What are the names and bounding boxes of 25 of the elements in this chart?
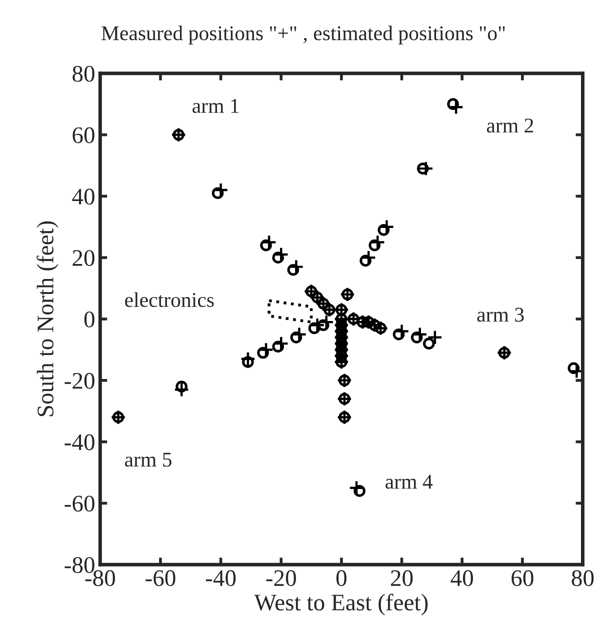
x-tick-label: 20 xyxy=(390,570,413,586)
x-tick-label: 0 xyxy=(336,570,346,586)
x-tick-label: 80 xyxy=(572,570,594,586)
y-tick-label: -40 xyxy=(64,434,94,450)
y-tick-label: 20 xyxy=(72,250,94,266)
y-tick-label: 40 xyxy=(72,188,94,205)
y-axis-title: South to North (feet) xyxy=(36,221,58,416)
y-tick-label: -20 xyxy=(64,372,94,389)
x-tick-label: -20 xyxy=(266,570,296,586)
x-tick-label: 40 xyxy=(450,570,473,586)
x-axis-title: West to East (feet) xyxy=(254,594,428,616)
y-tick-label: 60 xyxy=(72,127,94,144)
y-tick-label: 80 xyxy=(72,66,94,82)
annotation: arm 1 xyxy=(192,99,239,113)
x-tick-label: 60 xyxy=(512,570,534,586)
x-tick-label: -40 xyxy=(206,570,236,586)
annotation: arm 3 xyxy=(477,308,524,322)
y-tick-label: -60 xyxy=(64,496,94,512)
annotation: arm 2 xyxy=(486,118,534,133)
chart-title: Measured positions "+" , estimated positions "o" xyxy=(102,26,505,45)
y-tick-label: 0 xyxy=(84,311,94,328)
x-tick-label: -60 xyxy=(146,570,176,586)
annotation: electronics xyxy=(125,292,214,308)
annotation: arm 4 xyxy=(386,474,433,489)
annotation: arm 5 xyxy=(125,452,172,467)
